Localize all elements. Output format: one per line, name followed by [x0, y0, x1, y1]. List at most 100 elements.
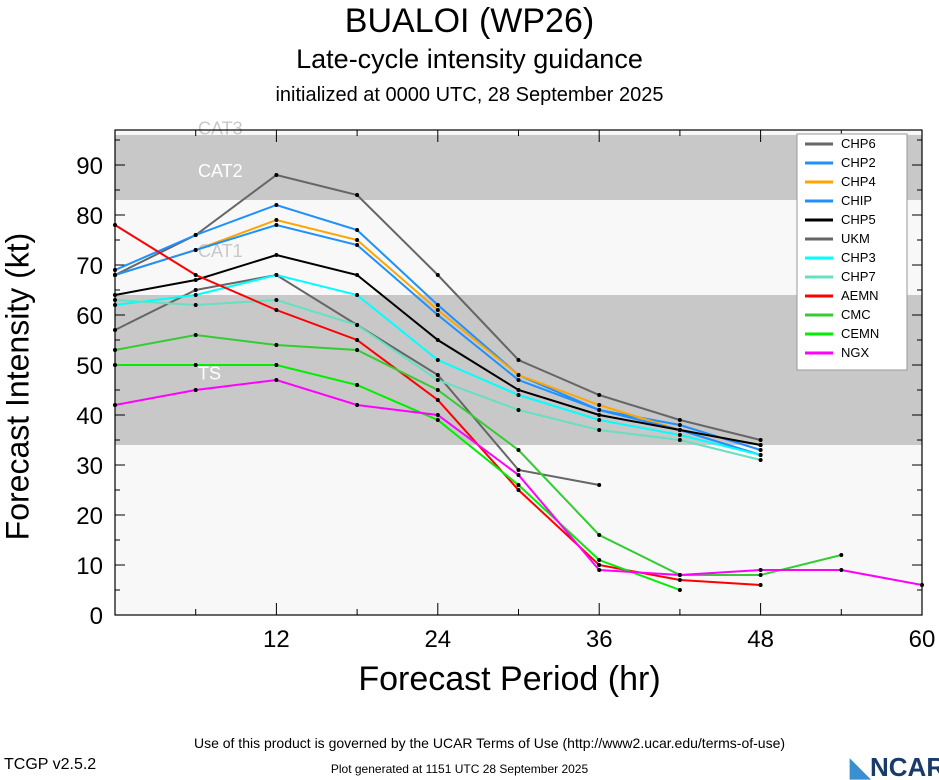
data-point-aemn — [677, 578, 682, 582]
data-point-chp7 — [355, 323, 360, 327]
y-tick-label: 70 — [76, 253, 103, 280]
y-tick-label: 10 — [76, 553, 103, 580]
data-point-cemn — [193, 363, 198, 367]
data-point-cmc — [597, 533, 602, 537]
data-point-chp6 — [597, 393, 602, 397]
series-label-cmc: CMC — [841, 307, 871, 322]
series-label-ngx: NGX — [841, 345, 870, 360]
series-label-chp5: CHP5 — [841, 212, 876, 227]
data-point-chip — [355, 243, 360, 247]
data-point-ngx — [274, 378, 279, 382]
data-point-ngx — [839, 568, 844, 572]
data-point-cmc — [355, 348, 360, 352]
data-point-aemn — [113, 223, 117, 227]
x-tick-label: 48 — [747, 626, 774, 653]
data-point-chp5 — [193, 278, 198, 282]
data-point-chp3 — [677, 433, 682, 437]
data-point-cmc — [839, 553, 844, 557]
data-point-ngx — [113, 403, 117, 407]
data-point-chip — [597, 408, 602, 412]
data-point-chp2 — [435, 303, 440, 307]
data-point-chip — [113, 273, 117, 277]
data-point-chp6 — [758, 438, 763, 442]
band-label-cat2: CAT2 — [198, 161, 243, 181]
y-tick-label: 40 — [76, 403, 103, 430]
data-point-ngx — [677, 573, 682, 577]
chart-init-time: initialized at 0000 UTC, 28 September 20… — [275, 84, 664, 106]
data-point-ukm — [435, 373, 440, 377]
data-point-ngx — [193, 388, 198, 392]
data-point-chip — [435, 313, 440, 317]
x-axis-label: Forecast Period (hr) — [358, 660, 661, 698]
x-tick-label: 60 — [909, 626, 936, 653]
data-point-chp5 — [113, 293, 117, 297]
data-point-chp7 — [274, 298, 279, 302]
series-legend-box — [796, 133, 908, 371]
data-point-cemn — [516, 483, 521, 487]
data-point-aemn — [193, 273, 198, 277]
series-label-aemn: AEMN — [841, 288, 879, 303]
data-point-chp3 — [597, 418, 602, 422]
series-label-cemn: CEMN — [841, 326, 879, 341]
x-tick-label: 12 — [263, 626, 290, 653]
data-point-chp6 — [435, 273, 440, 277]
data-point-chp5 — [274, 253, 279, 257]
band-cat2 — [115, 135, 922, 200]
data-point-chp2 — [274, 203, 279, 207]
y-tick-label: 90 — [76, 153, 103, 180]
data-point-chp5 — [435, 338, 440, 342]
y-tick-label: 30 — [76, 453, 103, 480]
series-label-ukm: UKM — [841, 231, 870, 246]
y-tick-label: 80 — [76, 203, 103, 230]
data-point-cemn — [435, 418, 440, 422]
data-point-ukm — [516, 468, 521, 472]
data-point-chp7 — [435, 378, 440, 382]
data-point-chip — [274, 223, 279, 227]
terms-of-use: Use of this product is governed by the U… — [193, 735, 786, 751]
generated-time: Plot generated at 1151 UTC 28 September … — [330, 762, 589, 776]
data-point-cmc — [435, 388, 440, 392]
data-point-chp2 — [758, 448, 763, 452]
data-point-chip — [193, 248, 198, 252]
ncar-logo-text: NCAR — [870, 752, 939, 780]
ncar-logo-mark: ◣ — [850, 752, 870, 780]
data-point-chp7 — [516, 408, 521, 412]
band-label-cat3: CAT3 — [198, 119, 243, 139]
data-point-aemn — [597, 563, 602, 567]
data-point-chp7 — [113, 298, 117, 302]
y-tick-label: 50 — [76, 353, 103, 380]
data-point-cemn — [677, 588, 682, 592]
data-point-chp4 — [516, 373, 521, 377]
data-point-ngx — [516, 473, 521, 477]
data-point-ngx — [597, 568, 602, 572]
data-point-ukm — [113, 328, 117, 332]
data-point-chp4 — [435, 308, 440, 312]
x-tick-label: 36 — [586, 626, 613, 653]
data-point-chp4 — [597, 403, 602, 407]
data-point-cmc — [193, 333, 198, 337]
data-point-chp3 — [758, 453, 763, 457]
data-point-chp7 — [677, 438, 682, 442]
version-label: TCGP v2.5.2 — [4, 756, 97, 773]
data-point-cmc — [516, 448, 521, 452]
chart-title: BUALOI (WP26) — [344, 2, 595, 40]
series-label-chip: CHIP — [841, 193, 872, 208]
data-point-chp5 — [516, 388, 521, 392]
data-point-chp5 — [597, 413, 602, 417]
data-point-aemn — [355, 338, 360, 342]
data-point-cmc — [113, 348, 117, 352]
data-point-aemn — [435, 398, 440, 402]
data-point-chp2 — [193, 233, 198, 237]
data-point-cmc — [758, 573, 763, 577]
data-point-cemn — [355, 383, 360, 387]
y-tick-label: 60 — [76, 303, 103, 330]
ncar-logo: ◣NCAR — [850, 752, 939, 780]
data-point-chp6 — [516, 358, 521, 362]
data-point-cemn — [113, 363, 117, 367]
data-point-chp2 — [355, 228, 360, 232]
data-point-chp3 — [435, 358, 440, 362]
data-point-aemn — [758, 583, 763, 587]
data-point-chp6 — [355, 193, 360, 197]
